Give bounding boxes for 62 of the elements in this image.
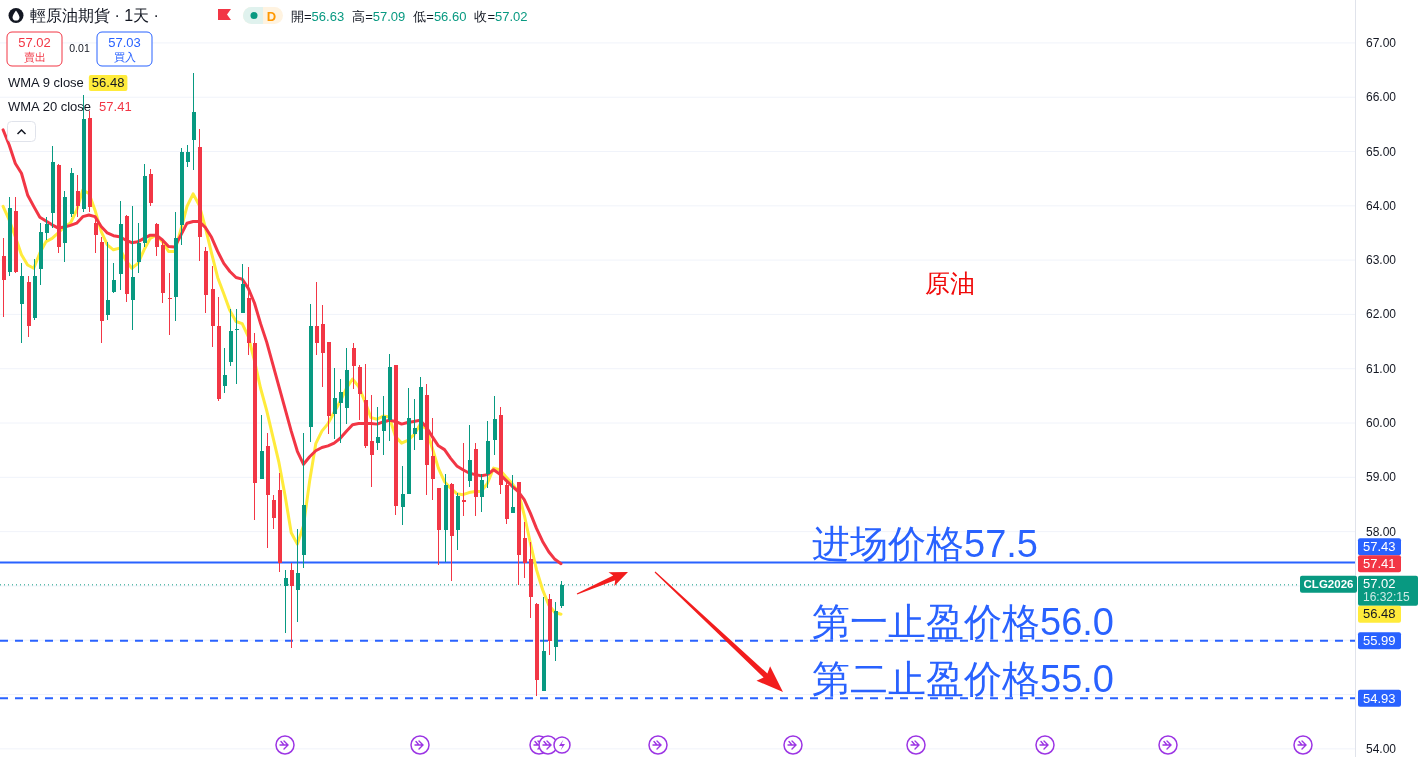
chart-title: 輕原油期貨 · 1天 · (30, 7, 159, 24)
candlestick (492, 395, 497, 456)
y-tick-label: 60.00 (1366, 416, 1397, 431)
y-tick-label: 61.00 (1366, 361, 1397, 376)
candlestick (338, 378, 343, 444)
candlestick (271, 494, 276, 530)
annotation: 買入 (113, 51, 136, 63)
price-tag: 55.99 (1358, 632, 1401, 650)
candlestick (234, 308, 239, 385)
candlestick (510, 474, 515, 514)
candlestick (332, 367, 337, 440)
ref-line-label: 进场价格57.5 (812, 522, 1038, 565)
y-tick-label: 58.00 (1366, 524, 1397, 539)
legend: WMA 9 close 56.48 (8, 75, 128, 91)
candlestick (1, 237, 6, 318)
annotation: 57.02 (18, 35, 51, 50)
price-tag: 57.02 16:32:15 (1358, 575, 1418, 606)
annotation: 賣出 (23, 51, 46, 63)
y-tick-label: 59.00 (1366, 470, 1397, 485)
annotation: 原油 (925, 270, 975, 297)
candlestick (381, 395, 386, 456)
candlestick (136, 222, 141, 274)
candlestick (167, 272, 172, 336)
candlestick (185, 144, 190, 168)
legend-label: WMA 9 close (8, 75, 84, 90)
candlestick (154, 222, 159, 257)
y-tick-label: 67.00 (1366, 35, 1397, 50)
candlestick (44, 216, 49, 241)
candlestick (479, 473, 484, 513)
candlestick (289, 562, 294, 649)
quote-button: 57.03 買入 (96, 31, 153, 67)
price-tag: 57.41 (1358, 555, 1401, 573)
annotation: D (266, 8, 277, 24)
annotation: 57.03 (108, 35, 141, 50)
candlestick (111, 262, 116, 294)
ref-line-label: 第二止盈价格55.0 (812, 658, 1114, 701)
candlestick (75, 174, 80, 218)
y-tick-label: 62.00 (1366, 307, 1397, 322)
annotation: 56.48 (91, 75, 125, 90)
candlestick (351, 342, 356, 390)
quote-button: 57.02 賣出 (6, 31, 63, 67)
candlestick (400, 465, 405, 526)
annotation: 0.01 (69, 42, 90, 54)
candlestick (314, 281, 319, 356)
candlestick (93, 216, 98, 254)
y-tick-label: 54.00 (1366, 741, 1397, 756)
candlestick (430, 417, 435, 501)
candlestick (375, 406, 380, 451)
candlestick (467, 424, 472, 488)
ref-line-label: 第一止盈价格56.0 (812, 600, 1114, 643)
candlestick (130, 205, 135, 331)
y-tick-label: 65.00 (1366, 144, 1397, 159)
candlestick (222, 347, 227, 394)
y-tick-label: 63.00 (1366, 253, 1397, 268)
candlestick (412, 398, 417, 451)
candlestick (369, 394, 374, 488)
line-series (1, 128, 563, 566)
y-tick-label: 66.00 (1366, 90, 1397, 105)
annotation: 開=56.63 高=57.09 低=56.60 收=57.02 (291, 9, 528, 24)
y-tick-label: 64.00 (1366, 198, 1397, 213)
price-tag: 57.43 (1358, 538, 1401, 556)
candlestick (105, 241, 110, 321)
